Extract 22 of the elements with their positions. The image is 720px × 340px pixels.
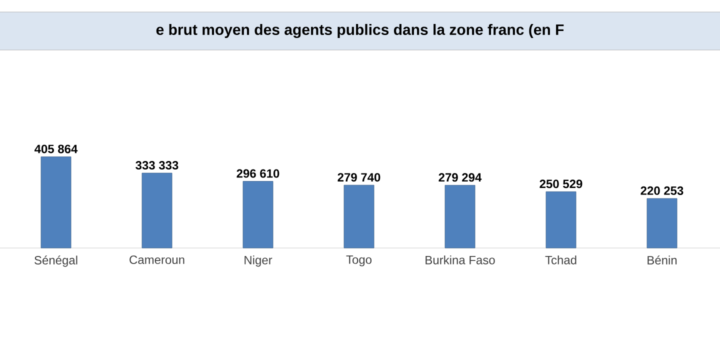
- bar: [242, 181, 274, 248]
- data-label: 296 610: [236, 169, 280, 178]
- data-label: 405 864: [34, 144, 78, 154]
- data-label: 250 529: [540, 180, 582, 188]
- data-label: 220 253: [640, 186, 684, 195]
- x-tick-label: Togo: [346, 256, 372, 266]
- data-label: 279 740: [338, 173, 380, 182]
- x-tick-label: Bénin: [648, 256, 677, 264]
- x-tick-label: Cameroun: [130, 256, 184, 264]
- chart-title: e brut moyen des agents publics dans la zone franc (en F: [156, 24, 564, 38]
- bar: [344, 184, 374, 248]
- data-label: 279 294: [438, 173, 482, 182]
- bar: [646, 198, 678, 248]
- x-tick-label: Sénégal: [34, 256, 78, 267]
- x-tick-label: Burkina Faso: [426, 256, 495, 264]
- bar: [40, 156, 72, 248]
- bar: [546, 191, 576, 248]
- bar: [444, 184, 476, 248]
- data-label: 333 333: [136, 161, 178, 170]
- bar: [142, 172, 172, 248]
- x-tick-label: Niger: [244, 256, 272, 267]
- x-tick-label: Tchad: [545, 256, 576, 264]
